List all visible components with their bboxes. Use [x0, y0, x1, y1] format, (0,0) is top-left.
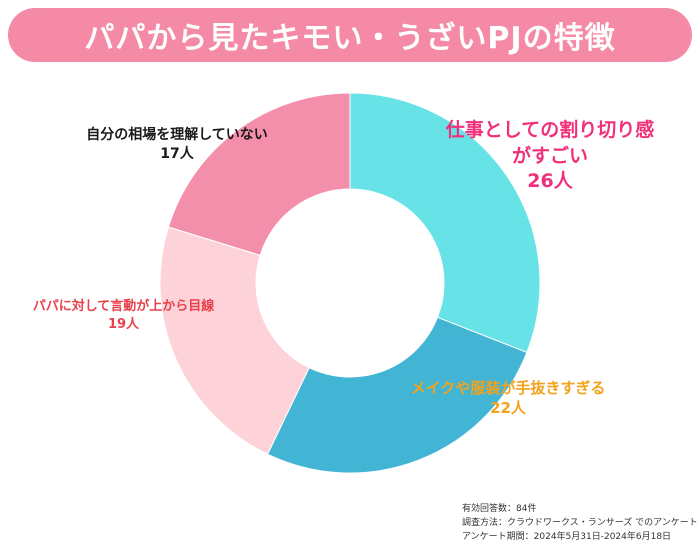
survey-notes: 有効回答数：84件 調査方法：クラウドワークス・ランサーズ でのアンケート アン…: [462, 503, 698, 545]
chart-title: パパから見たキモい・うざいPJの特徴: [84, 21, 616, 56]
slice-value-2: 19人: [107, 316, 140, 332]
slice-label-2: パパに対して言動が上から目線 19人: [6, 298, 241, 333]
slice-label-1-line-0: メイクや服装が手抜きすぎる: [410, 379, 606, 397]
slice-value-3: 17人: [160, 145, 194, 162]
survey-note-period: アンケート期間：2024年5月31日-2024年6月18日: [462, 531, 672, 542]
slice-label-0: 仕事としての割り切り感 がすごい 26人: [430, 118, 670, 195]
survey-note-responses: 有効回答数：84件: [462, 504, 537, 514]
slice-label-0-line-1: がすごい: [511, 144, 588, 167]
slice-value-1: 22人: [490, 399, 526, 418]
donut-hole: [256, 189, 444, 377]
slice-label-0-line-0: 仕事としての割り切り感: [445, 119, 655, 141]
slice-label-2-line-0: パパに対して言動が上から目線: [32, 299, 215, 314]
slice-label-3-line-0: 自分の相場を理解していない: [86, 127, 268, 143]
slice-value-0: 26人: [527, 170, 573, 193]
title-banner: パパから見たキモい・うざいPJの特徴: [8, 8, 692, 62]
slice-label-3: 自分の相場を理解していない 17人: [62, 126, 292, 164]
slice-label-1: メイクや服装が手抜きすぎる 22人: [388, 378, 628, 419]
survey-note-method: 調査方法：クラウドワークス・ランサーズ でのアンケート: [462, 517, 698, 528]
